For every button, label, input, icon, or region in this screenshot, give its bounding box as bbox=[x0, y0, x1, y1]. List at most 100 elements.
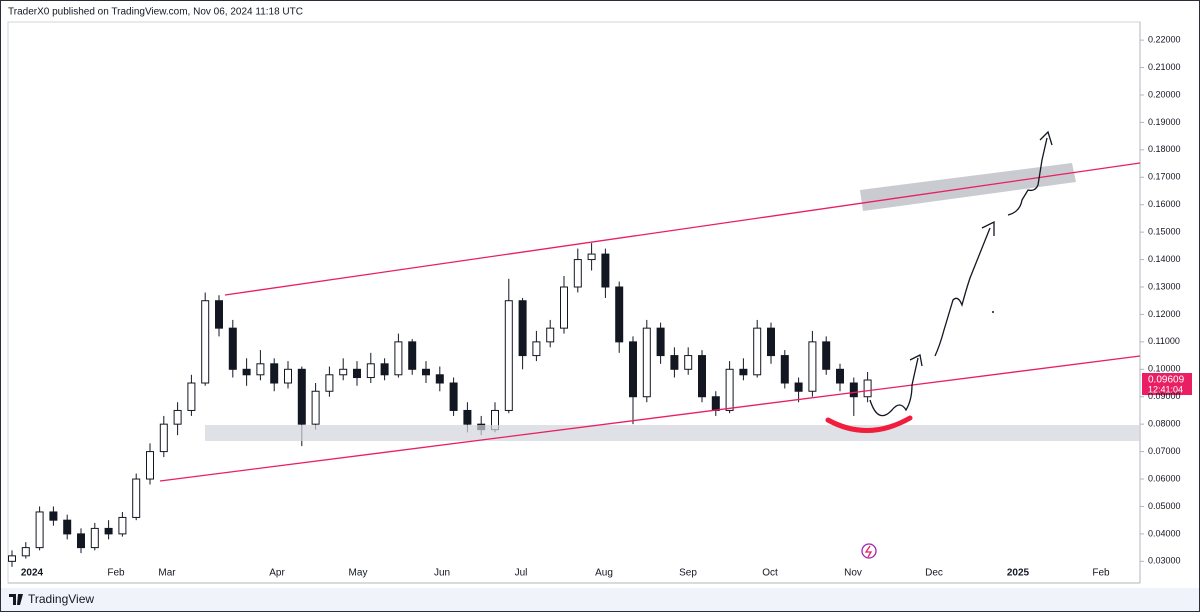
y-tick-label: 0.17000 bbox=[1148, 172, 1181, 182]
y-tick-label: 0.14000 bbox=[1148, 254, 1181, 264]
candle-body bbox=[711, 396, 720, 411]
y-tick-label: 0.12000 bbox=[1148, 309, 1181, 319]
candle-body bbox=[725, 368, 734, 411]
y-tick-label: 0.07000 bbox=[1148, 446, 1181, 456]
candle-body bbox=[146, 451, 154, 480]
footer-bar bbox=[1, 588, 1199, 611]
target-zone bbox=[860, 163, 1076, 211]
support-zone bbox=[205, 425, 1140, 441]
candle-body bbox=[408, 341, 417, 370]
candle-body bbox=[228, 327, 237, 370]
y-tick-label: 0.04000 bbox=[1148, 528, 1181, 538]
candle-body bbox=[601, 253, 610, 288]
candle-body bbox=[698, 355, 706, 398]
candle-body bbox=[35, 511, 44, 549]
channel-upper bbox=[224, 162, 1141, 296]
y-tick-label: 0.15000 bbox=[1148, 227, 1181, 237]
candle-body bbox=[215, 300, 223, 329]
x-tick-label: Sep bbox=[679, 568, 697, 579]
x-tick-label: Jul bbox=[515, 568, 528, 579]
candle-body bbox=[573, 259, 582, 288]
candle-body bbox=[780, 355, 789, 384]
candle-body bbox=[684, 355, 693, 370]
candle-body bbox=[201, 300, 210, 384]
y-tick-label: 0.13000 bbox=[1148, 281, 1181, 291]
candle-body bbox=[380, 363, 389, 376]
candle-body bbox=[49, 511, 58, 521]
candle-body bbox=[132, 478, 141, 518]
candle-body bbox=[435, 374, 444, 384]
candle-body bbox=[63, 519, 72, 535]
y-tick-label: 0.18000 bbox=[1148, 144, 1181, 154]
x-tick-label: Nov bbox=[844, 568, 862, 579]
candle-body bbox=[366, 363, 375, 379]
candle-body bbox=[836, 368, 844, 384]
bottom-curve bbox=[825, 415, 913, 433]
candles bbox=[8, 243, 872, 567]
x-tick-label: 2025 bbox=[1007, 568, 1030, 579]
candle-body bbox=[311, 390, 320, 425]
candle-body bbox=[518, 300, 527, 357]
candle-body bbox=[8, 555, 16, 562]
candle-body bbox=[463, 409, 472, 425]
footer-text: TradingView bbox=[28, 592, 94, 606]
header: TraderX0 published on TradingView.com, N… bbox=[8, 7, 303, 18]
candle-body bbox=[394, 341, 403, 376]
y-tick-label: 0.21000 bbox=[1148, 62, 1181, 72]
y-tick-label: 0.03000 bbox=[1148, 556, 1181, 566]
candle-body bbox=[794, 382, 803, 392]
candle-body bbox=[753, 327, 762, 376]
x-tick-label: Aug bbox=[595, 568, 613, 579]
x-tick-label: Oct bbox=[762, 568, 778, 579]
candle-body bbox=[104, 527, 113, 535]
y-tick-label: 0.08000 bbox=[1148, 419, 1181, 429]
candle-body bbox=[670, 355, 679, 370]
candle-body bbox=[270, 363, 279, 384]
candle-body bbox=[284, 368, 292, 384]
candle-body bbox=[546, 327, 555, 343]
y-tick-label: 0.06000 bbox=[1148, 473, 1181, 483]
candle-body bbox=[21, 547, 30, 557]
x-tick-label: Feb bbox=[1092, 568, 1110, 579]
countdown: 12:41:04 bbox=[1148, 384, 1183, 394]
candle-body bbox=[767, 327, 775, 357]
candle-body bbox=[642, 327, 651, 398]
last-price: 0.09609 bbox=[1148, 375, 1185, 386]
candle-body bbox=[560, 286, 568, 329]
candle-body bbox=[656, 327, 665, 357]
candle-body bbox=[449, 382, 458, 411]
projection-arrow bbox=[869, 130, 1053, 417]
candle-body bbox=[849, 382, 858, 398]
event-bolt bbox=[864, 545, 873, 558]
y-tick-label: 0.16000 bbox=[1148, 199, 1181, 209]
candle-body bbox=[242, 368, 251, 376]
candle-body bbox=[187, 382, 196, 411]
y-tick-label: 0.19000 bbox=[1148, 117, 1181, 127]
candle-body bbox=[256, 363, 265, 376]
y-tick-label: 0.05000 bbox=[1148, 501, 1181, 511]
candle-body bbox=[297, 368, 306, 425]
candle-body bbox=[339, 368, 348, 376]
x-tick-label: Feb bbox=[107, 568, 125, 579]
candle-body bbox=[587, 253, 596, 261]
x-tick-label: Mar bbox=[158, 568, 176, 579]
x-tick-label: Apr bbox=[269, 568, 285, 579]
candle-body bbox=[532, 341, 541, 357]
candle-body bbox=[863, 379, 872, 398]
y-tick-label: 0.22000 bbox=[1148, 34, 1181, 44]
logo bbox=[9, 594, 23, 605]
x-tick-label: Dec bbox=[925, 568, 943, 579]
candle-body bbox=[90, 527, 99, 549]
candle-body bbox=[118, 516, 127, 535]
channel-lower bbox=[159, 355, 1141, 482]
candle-body bbox=[822, 341, 831, 370]
x-tick-label: May bbox=[349, 568, 368, 579]
y-tick-label: 0.10000 bbox=[1148, 364, 1181, 374]
candle-body bbox=[159, 423, 168, 453]
price-label-box bbox=[1142, 373, 1192, 395]
candle-body bbox=[629, 341, 637, 398]
x-tick-label: 2024 bbox=[21, 568, 44, 579]
y-tick-label: 0.11000 bbox=[1148, 336, 1180, 346]
